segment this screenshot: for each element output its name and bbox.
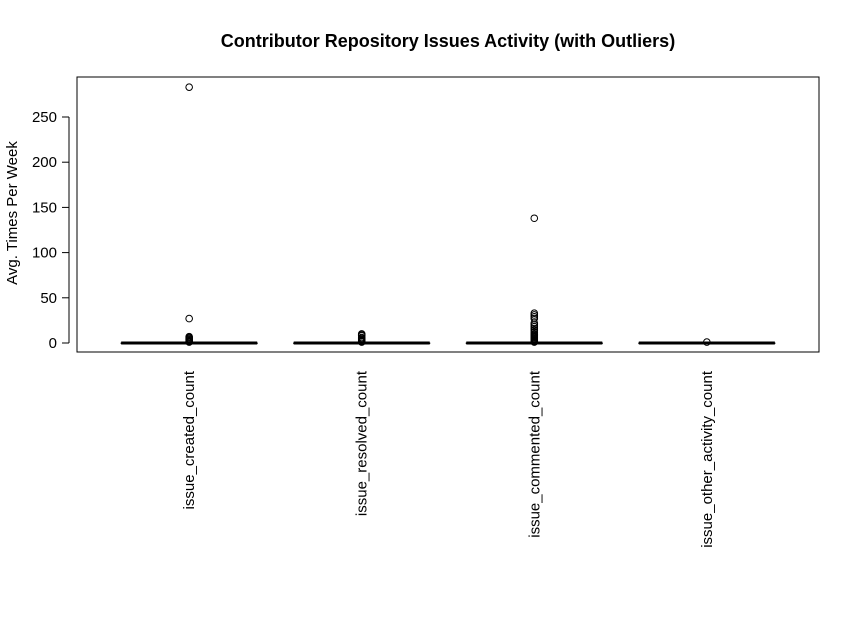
outlier-point <box>185 314 193 323</box>
outlier-point <box>530 338 539 346</box>
box-issue_commented_count <box>465 214 603 346</box>
chart-title: Contributor Repository Issues Activity (… <box>221 31 675 51</box>
y-tick-label: 250 <box>32 109 57 126</box>
x-tick-label: issue_created_count <box>181 370 198 509</box>
y-tick-label: 0 <box>49 335 57 352</box>
x-tick-label: issue_resolved_count <box>354 370 371 516</box>
outlier-point <box>185 338 193 346</box>
outlier-point <box>703 338 711 346</box>
y-tick-label: 200 <box>32 154 57 171</box>
outlier-point <box>530 214 539 223</box>
x-tick-label: issue_commented_count <box>526 370 543 538</box>
y-tick-label: 100 <box>32 245 57 262</box>
category-labels: issue_created_count issue_resolved_count i… <box>181 370 716 548</box>
box-issue_resolved_count <box>293 330 431 346</box>
x-tick-label: issue_other_activity_count <box>699 370 716 548</box>
outlier-point <box>185 83 193 91</box>
plot-frame <box>76 76 820 353</box>
box-issue_created_count <box>120 83 258 346</box>
box-group <box>120 83 776 346</box>
y-axis: 0 50 100 150 200 250 <box>32 109 70 352</box>
y-tick-label: 50 <box>40 290 57 307</box>
y-tick-label: 150 <box>32 199 57 216</box>
y-axis-label: Avg. Times Per Week <box>4 141 21 285</box>
outlier-point <box>357 338 366 346</box>
box-issue_other_activity_count <box>638 338 776 346</box>
